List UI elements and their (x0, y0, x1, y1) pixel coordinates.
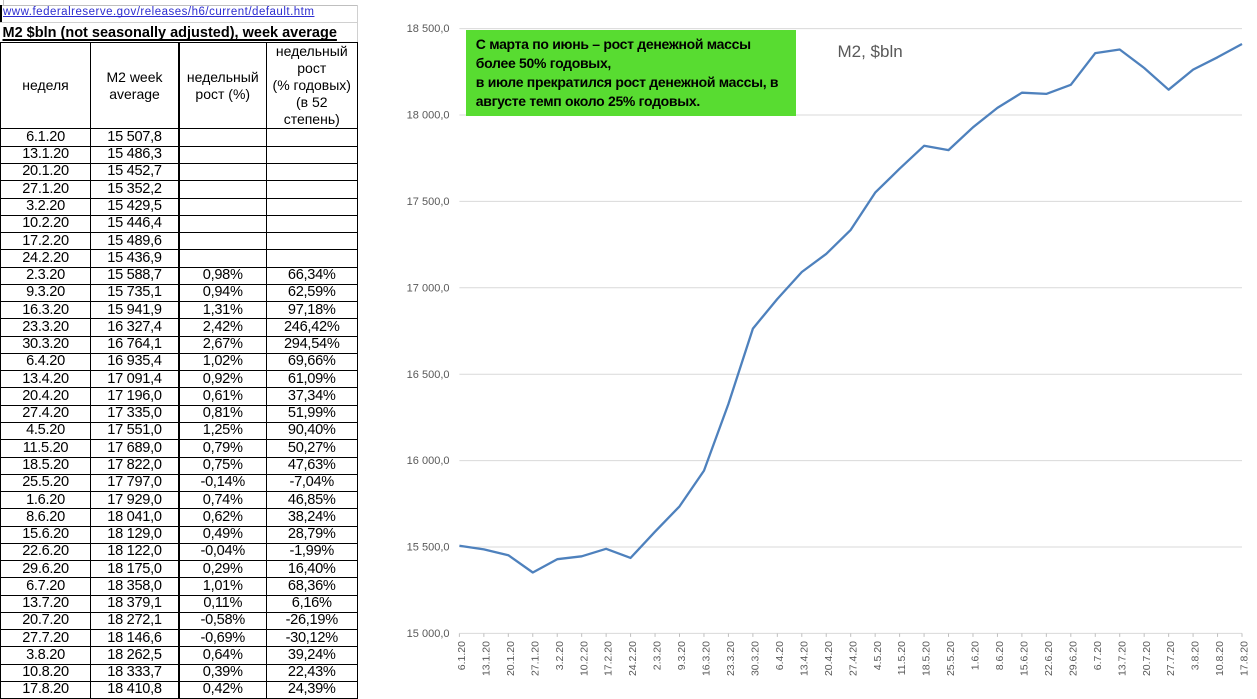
svg-text:16.3.20: 16.3.20 (701, 641, 713, 676)
svg-text:25.5.20: 25.5.20 (945, 641, 957, 676)
svg-text:6.7.20: 6.7.20 (1092, 641, 1104, 670)
svg-text:20.7.20: 20.7.20 (1141, 641, 1153, 676)
svg-text:15 000,0: 15 000,0 (407, 628, 450, 640)
svg-text:17.2.20: 17.2.20 (603, 641, 615, 676)
svg-text:10.8.20: 10.8.20 (1214, 641, 1226, 676)
svg-text:27.4.20: 27.4.20 (847, 641, 859, 676)
svg-text:18.5.20: 18.5.20 (921, 641, 933, 676)
svg-text:6.1.20: 6.1.20 (456, 641, 468, 670)
svg-text:22.6.20: 22.6.20 (1043, 641, 1055, 676)
svg-text:20.1.20: 20.1.20 (505, 641, 517, 676)
svg-text:16 000,0: 16 000,0 (407, 455, 450, 467)
svg-text:27.7.20: 27.7.20 (1165, 641, 1177, 676)
svg-text:9.3.20: 9.3.20 (676, 641, 688, 670)
svg-text:3.2.20: 3.2.20 (554, 641, 566, 670)
svg-text:17.8.20: 17.8.20 (1239, 641, 1251, 676)
svg-text:1.6.20: 1.6.20 (970, 641, 982, 670)
svg-text:18 500,0: 18 500,0 (407, 23, 450, 35)
svg-text:3.8.20: 3.8.20 (1190, 641, 1202, 670)
svg-text:4.5.20: 4.5.20 (872, 641, 884, 670)
svg-text:27.1.20: 27.1.20 (529, 641, 541, 676)
svg-text:20.4.20: 20.4.20 (823, 641, 835, 676)
svg-text:17 500,0: 17 500,0 (407, 196, 450, 208)
svg-text:24.2.20: 24.2.20 (627, 641, 639, 676)
svg-text:23.3.20: 23.3.20 (725, 641, 737, 676)
svg-text:15 500,0: 15 500,0 (407, 542, 450, 554)
svg-text:18 000,0: 18 000,0 (407, 110, 450, 122)
svg-text:2.3.20: 2.3.20 (652, 641, 664, 670)
svg-text:10.2.20: 10.2.20 (578, 641, 590, 676)
svg-text:13.7.20: 13.7.20 (1116, 641, 1128, 676)
svg-text:29.6.20: 29.6.20 (1067, 641, 1079, 676)
svg-text:11.5.20: 11.5.20 (896, 641, 908, 675)
svg-text:8.6.20: 8.6.20 (994, 641, 1006, 670)
svg-text:6.4.20: 6.4.20 (774, 641, 786, 670)
svg-text:15.6.20: 15.6.20 (1018, 641, 1030, 676)
svg-text:13.4.20: 13.4.20 (798, 641, 810, 676)
svg-text:30.3.20: 30.3.20 (749, 641, 761, 676)
svg-text:16 500,0: 16 500,0 (407, 369, 450, 381)
svg-text:13.1.20: 13.1.20 (480, 641, 492, 676)
svg-text:17 000,0: 17 000,0 (407, 282, 450, 294)
